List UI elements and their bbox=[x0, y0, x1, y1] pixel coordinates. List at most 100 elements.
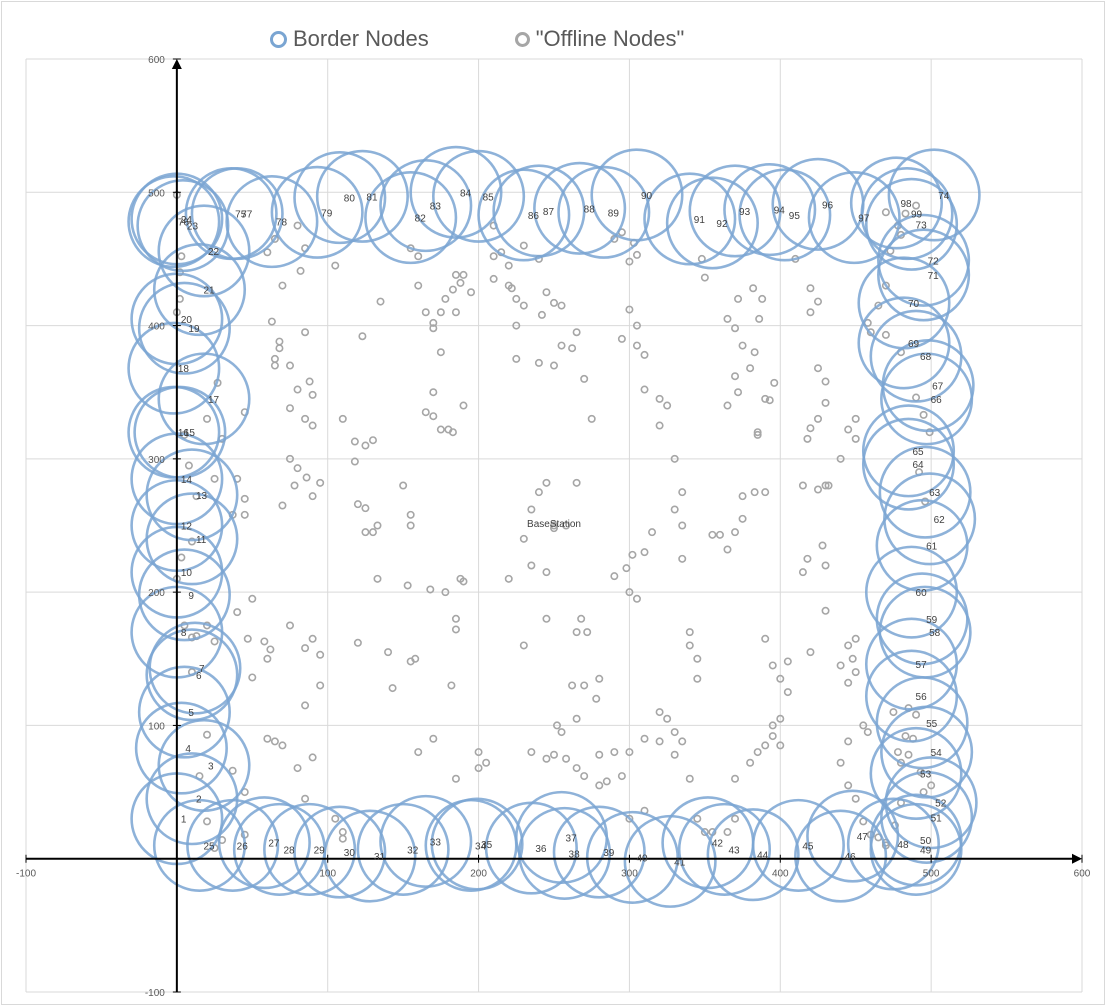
offline-node-point bbox=[783, 657, 792, 666]
offline-node-point bbox=[301, 644, 310, 653]
border-node-label: 57 bbox=[916, 660, 928, 671]
offline-node-point bbox=[723, 545, 732, 554]
border-node-label: 40 bbox=[636, 853, 648, 864]
offline-node-point bbox=[731, 324, 740, 333]
offline-node-point bbox=[572, 478, 581, 487]
border-node-marker-icon bbox=[270, 30, 287, 48]
offline-node-point bbox=[482, 758, 491, 767]
border-node-point bbox=[492, 164, 586, 258]
border-node-label: 24 bbox=[181, 215, 193, 226]
offline-node-point bbox=[459, 401, 468, 410]
offline-node-point bbox=[844, 781, 853, 790]
offline-node-point bbox=[655, 708, 664, 717]
offline-node-point bbox=[755, 314, 764, 323]
border-node-point bbox=[884, 756, 978, 850]
offline-node-point bbox=[693, 654, 702, 663]
border-node-label: 78 bbox=[276, 218, 288, 229]
offline-node-point bbox=[912, 201, 921, 210]
offline-node-point bbox=[580, 374, 589, 383]
offline-node-point bbox=[632, 594, 641, 603]
tick-labels: -100 100 200 300 400 500 600 -100 100 200 300 400 50… bbox=[16, 55, 1091, 999]
border-node-point bbox=[751, 798, 845, 892]
border-node-label: 69 bbox=[908, 339, 920, 350]
border-node-label: 26 bbox=[237, 841, 249, 852]
y-tick-label: 400 bbox=[148, 322, 165, 333]
offline-node-point bbox=[723, 401, 732, 410]
border-node-point bbox=[875, 498, 969, 593]
offline-node-point bbox=[758, 294, 767, 303]
offline-node-point bbox=[557, 301, 566, 310]
border-node-label: 97 bbox=[858, 214, 870, 225]
offline-node-point bbox=[912, 710, 921, 719]
offline-node-point bbox=[474, 764, 483, 773]
border-node-label: 90 bbox=[641, 191, 653, 202]
offline-node-point bbox=[557, 728, 566, 737]
offline-node-point bbox=[821, 398, 830, 407]
border-node-point bbox=[145, 492, 239, 586]
border-node-label: 16 bbox=[178, 428, 190, 439]
offline-node-point bbox=[836, 661, 845, 670]
border-node-label: 65 bbox=[913, 447, 925, 458]
offline-node-point bbox=[738, 514, 747, 523]
offline-node-point bbox=[844, 425, 853, 434]
offline-node-point bbox=[301, 701, 310, 710]
offline-node-point bbox=[240, 494, 249, 503]
offline-node-point bbox=[602, 777, 611, 786]
offline-node-point bbox=[925, 428, 934, 437]
offline-node-point bbox=[912, 393, 921, 402]
offline-node-point bbox=[874, 301, 883, 310]
border-node-point bbox=[875, 676, 969, 770]
offline-node-point bbox=[750, 348, 759, 357]
border-node-label: 38 bbox=[569, 849, 581, 860]
offline-node-point bbox=[534, 358, 543, 367]
offline-node-point bbox=[617, 334, 626, 343]
offline-node-point bbox=[474, 748, 483, 757]
offline-node-point bbox=[358, 332, 367, 341]
offline-node-point bbox=[301, 794, 310, 803]
offline-node-point bbox=[414, 748, 423, 757]
offline-node-point bbox=[549, 361, 558, 370]
offline-node-point bbox=[260, 637, 269, 646]
offline-node-point bbox=[768, 721, 777, 730]
offline-node-point bbox=[770, 378, 779, 387]
offline-node-point bbox=[851, 434, 860, 443]
offline-node-point bbox=[456, 278, 465, 287]
border-node-label: 94 bbox=[774, 206, 786, 217]
offline-node-point bbox=[305, 377, 314, 386]
offline-node-point bbox=[731, 372, 740, 381]
offline-node-point bbox=[806, 648, 815, 657]
offline-node-point bbox=[285, 454, 294, 463]
offline-node-point bbox=[595, 781, 604, 790]
border-node-label: 1 bbox=[181, 815, 187, 826]
border-node-point bbox=[315, 149, 409, 243]
offline-node-point bbox=[549, 298, 558, 307]
border-node-label: 10 bbox=[181, 568, 193, 579]
border-node-label: 79 bbox=[321, 208, 333, 219]
offline-node-point bbox=[361, 528, 370, 537]
offline-node-point bbox=[429, 412, 438, 421]
offline-node-point bbox=[376, 297, 385, 306]
border-node-label: 64 bbox=[913, 460, 925, 471]
offline-node-point bbox=[640, 734, 649, 743]
offline-node-point bbox=[670, 728, 679, 737]
border-node-point bbox=[677, 802, 772, 896]
offline-node-point bbox=[293, 464, 302, 473]
border-node-label: 77 bbox=[241, 210, 253, 221]
x-tick-label: 200 bbox=[470, 869, 487, 880]
offline-node-point bbox=[761, 741, 770, 750]
offline-node-point bbox=[708, 530, 717, 539]
offline-node-point bbox=[441, 588, 450, 597]
offline-node-point bbox=[803, 434, 812, 443]
border-node-point bbox=[430, 797, 524, 891]
border-node-label: 56 bbox=[916, 692, 928, 703]
offline-node-point bbox=[368, 528, 377, 537]
border-node-label: 95 bbox=[789, 211, 801, 222]
border-node-point bbox=[356, 802, 450, 896]
offline-node-point bbox=[338, 828, 347, 837]
border-node-point bbox=[270, 165, 364, 259]
border-node-label: 62 bbox=[934, 515, 946, 526]
offline-node-point bbox=[373, 521, 382, 530]
base-station-label: BaseStation bbox=[527, 519, 581, 530]
border-node-label: 92 bbox=[716, 219, 728, 230]
border-node-label: 42 bbox=[712, 839, 724, 850]
